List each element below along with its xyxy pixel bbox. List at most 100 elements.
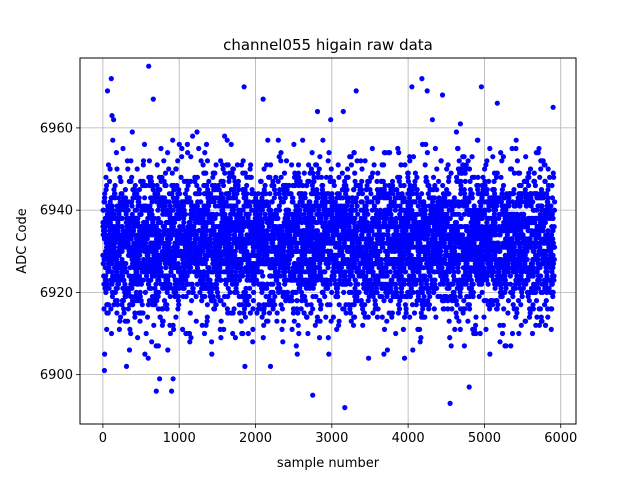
data-point <box>456 318 462 324</box>
data-point <box>241 224 247 230</box>
data-point <box>114 166 120 172</box>
data-point <box>166 244 172 250</box>
data-point <box>204 314 210 320</box>
data-point <box>206 265 212 271</box>
data-point <box>235 219 241 226</box>
data-point <box>197 289 203 295</box>
data-point <box>106 265 112 271</box>
data-point <box>203 256 209 263</box>
data-point <box>190 285 196 291</box>
data-point <box>189 298 195 304</box>
data-point <box>419 191 425 197</box>
data-point <box>336 174 342 180</box>
data-point <box>200 162 206 168</box>
data-point <box>167 281 173 287</box>
data-point <box>153 195 160 201</box>
data-point <box>193 232 199 238</box>
data-point <box>208 191 214 197</box>
data-point <box>125 306 131 312</box>
data-point <box>135 335 141 341</box>
data-point <box>283 158 290 164</box>
data-point <box>129 211 135 217</box>
data-point <box>150 187 156 193</box>
data-point <box>457 121 463 127</box>
data-point <box>165 285 172 291</box>
data-point <box>291 318 297 324</box>
data-point <box>242 187 248 193</box>
data-point <box>160 306 166 312</box>
scatter-points <box>100 63 558 411</box>
data-point <box>318 302 324 308</box>
data-point <box>181 265 187 271</box>
data-point <box>325 335 331 341</box>
data-point <box>191 207 197 213</box>
data-point <box>316 335 323 341</box>
data-point <box>429 117 435 123</box>
data-point <box>384 318 390 324</box>
data-point <box>109 203 115 209</box>
data-point <box>105 310 111 316</box>
data-point <box>426 302 432 308</box>
data-point <box>194 265 201 271</box>
data-point <box>228 244 234 250</box>
data-point <box>207 236 213 242</box>
data-point <box>231 174 237 180</box>
data-point <box>212 261 218 267</box>
data-point <box>234 281 240 287</box>
data-point <box>238 265 244 271</box>
data-point <box>278 174 284 180</box>
data-point <box>433 314 439 320</box>
data-point <box>192 178 198 184</box>
data-point <box>176 141 182 147</box>
data-point <box>139 302 145 308</box>
data-point <box>114 269 120 275</box>
data-point <box>152 232 158 238</box>
data-point <box>344 166 351 172</box>
data-point <box>279 326 285 332</box>
data-point <box>248 174 254 180</box>
data-point <box>278 150 284 156</box>
data-point <box>212 306 218 312</box>
data-point <box>355 281 361 287</box>
data-point <box>198 199 204 205</box>
data-point <box>235 182 241 189</box>
data-point <box>325 158 331 164</box>
data-point <box>127 265 133 271</box>
data-point <box>136 199 142 205</box>
data-point <box>452 326 458 332</box>
data-point <box>198 244 205 250</box>
data-point <box>197 269 203 275</box>
data-point <box>214 211 220 217</box>
data-point <box>339 170 345 176</box>
data-point <box>136 187 142 193</box>
data-point <box>323 314 329 320</box>
data-point <box>155 343 161 349</box>
data-point <box>447 335 453 341</box>
data-point <box>149 339 155 345</box>
data-point <box>128 236 134 242</box>
data-point <box>176 215 183 221</box>
data-point <box>328 117 334 123</box>
data-point <box>140 277 146 283</box>
data-point <box>111 248 117 254</box>
data-point <box>462 306 468 312</box>
data-point <box>473 314 479 320</box>
data-point <box>181 285 187 291</box>
data-point <box>238 232 244 238</box>
data-point <box>162 203 168 209</box>
data-point <box>233 195 239 201</box>
data-point <box>116 252 122 258</box>
data-point <box>431 306 437 312</box>
data-point <box>374 314 380 320</box>
data-point <box>103 187 109 193</box>
data-point <box>473 322 479 328</box>
data-point <box>266 310 273 316</box>
data-point <box>239 273 246 279</box>
data-point <box>185 150 191 156</box>
data-point <box>184 141 190 147</box>
data-point <box>175 158 181 164</box>
data-point <box>296 330 302 337</box>
data-point <box>230 166 236 172</box>
data-point <box>294 298 300 304</box>
data-point <box>466 166 473 172</box>
